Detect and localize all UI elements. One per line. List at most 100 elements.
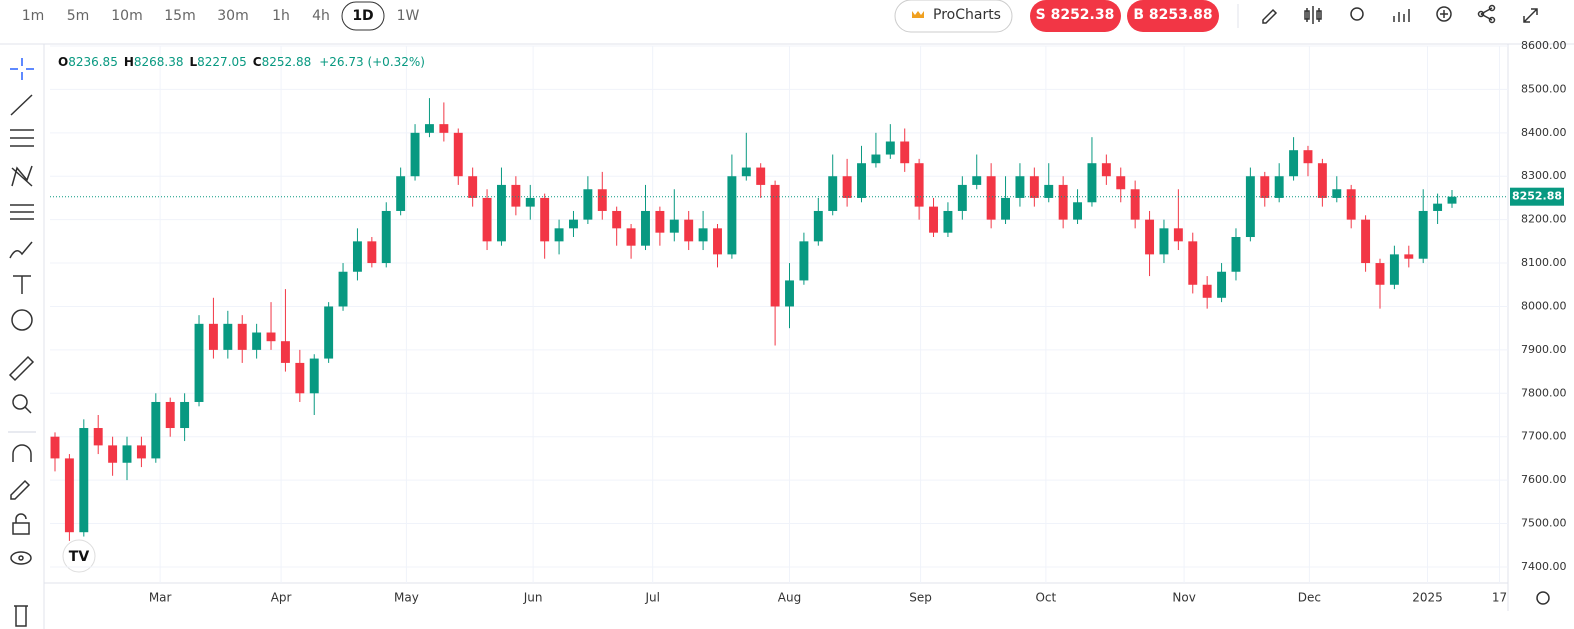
candle-body xyxy=(1274,176,1284,198)
zoom-tool[interactable] xyxy=(12,394,28,410)
ohlc-legend: O8236.85 H8268.38 L8227.05 C8252.88 +26.73 (… xyxy=(58,55,425,69)
candle-body xyxy=(194,323,204,402)
candle-body xyxy=(972,176,982,185)
expand-icon[interactable] xyxy=(1523,8,1538,23)
pattern-tool[interactable] xyxy=(11,165,33,187)
timeframe[interactable]: 1W xyxy=(397,8,420,24)
line-tool[interactable] xyxy=(10,94,33,116)
lock-draw-tool[interactable] xyxy=(10,479,31,500)
logo-text: TV xyxy=(69,549,90,565)
timeframe[interactable]: 15m xyxy=(164,8,195,24)
last-price-tag xyxy=(1510,187,1564,206)
candle-body xyxy=(237,323,247,350)
timeframe[interactable]: 1D xyxy=(352,8,373,24)
bars-icon[interactable] xyxy=(1393,9,1410,22)
candle-body xyxy=(986,176,996,220)
candle-body xyxy=(1029,176,1039,198)
candle-body xyxy=(943,210,953,233)
y-tick-label: 7900.00 xyxy=(1521,343,1567,356)
timeframe[interactable]: 30m xyxy=(217,8,248,24)
candle-body xyxy=(208,323,218,350)
emoji-tool[interactable] xyxy=(11,309,33,331)
candle-body xyxy=(439,124,449,133)
top-bar xyxy=(0,0,1574,44)
y-tick-label: 7800.00 xyxy=(1521,386,1567,399)
lock-tool[interactable] xyxy=(12,522,30,535)
y-tick-label: 8600.00 xyxy=(1521,39,1567,52)
candle-body xyxy=(727,176,737,255)
share-icon[interactable] xyxy=(1480,7,1493,21)
candle-body xyxy=(1130,189,1140,220)
candle-body xyxy=(1245,176,1255,238)
y-tick-label: 8500.00 xyxy=(1521,82,1567,95)
crosshair-tool[interactable] xyxy=(10,58,34,80)
timeframe[interactable]: 10m xyxy=(111,8,142,24)
hlines-tool[interactable] xyxy=(10,129,34,147)
candle-body xyxy=(309,358,319,394)
y-tick-label: 8000.00 xyxy=(1521,299,1567,312)
magnet-tool[interactable] xyxy=(12,444,32,462)
candle-body xyxy=(583,189,593,220)
candle-body xyxy=(1116,176,1126,190)
ruler-tool[interactable] xyxy=(8,355,35,382)
candle-body xyxy=(684,219,694,242)
pencil-icon[interactable] xyxy=(1262,8,1278,24)
legend-part: 8252.88 xyxy=(262,55,312,69)
add-icon[interactable] xyxy=(1436,6,1452,22)
candle-body xyxy=(496,184,506,242)
candle-body xyxy=(871,154,881,164)
x-tick-label: Apr xyxy=(271,591,292,605)
sell-label: S 8252.38 xyxy=(1036,7,1115,23)
timeframe[interactable]: 1m xyxy=(22,8,45,24)
buy-button[interactable] xyxy=(1127,0,1219,32)
candle-body xyxy=(1346,189,1356,220)
candle-body xyxy=(669,219,679,233)
timeframe[interactable]: 4h xyxy=(312,8,330,24)
fib-tool[interactable] xyxy=(10,204,34,220)
candle-body xyxy=(93,428,103,446)
text-tool[interactable] xyxy=(13,275,31,294)
candle-body xyxy=(1404,254,1414,259)
left-tools xyxy=(8,58,36,627)
y-tick-label: 7700.00 xyxy=(1521,430,1567,443)
grid xyxy=(50,45,1508,583)
y-tick-label: 8300.00 xyxy=(1521,169,1567,182)
candle-body xyxy=(295,362,305,394)
candle-body xyxy=(554,228,564,242)
timeframe[interactable]: 1h xyxy=(272,8,290,24)
eye-tool[interactable] xyxy=(10,551,32,565)
candle-body xyxy=(1317,163,1327,198)
candle-body xyxy=(957,184,967,211)
timeframe[interactable]: 5m xyxy=(67,8,90,24)
axis-settings-icon[interactable] xyxy=(1536,591,1550,605)
x-tick-label: Nov xyxy=(1172,591,1195,605)
candle-body xyxy=(1087,163,1097,203)
legend-part: 8227.05 xyxy=(197,55,247,69)
candle-body xyxy=(929,206,938,233)
legend-part: C xyxy=(253,55,262,69)
candle-body xyxy=(1433,203,1443,211)
candle-body xyxy=(151,401,161,459)
candle-body xyxy=(324,306,334,359)
candle-body xyxy=(1332,189,1342,198)
sell-button[interactable] xyxy=(1030,0,1121,32)
candle-body xyxy=(1044,184,1054,198)
settings-icon[interactable] xyxy=(1350,7,1364,21)
candle-body xyxy=(1231,237,1241,272)
brush-tool[interactable] xyxy=(9,241,33,259)
candle-body xyxy=(1188,241,1198,285)
legend-part: 8236.85 xyxy=(68,55,118,69)
brand-button[interactable] xyxy=(894,0,1013,33)
candles-icon[interactable] xyxy=(1304,6,1322,24)
candle-body xyxy=(64,458,74,533)
candle-body xyxy=(842,176,852,198)
candle-body xyxy=(857,163,866,198)
candle-body xyxy=(1375,263,1385,285)
candle-body xyxy=(1260,176,1270,198)
candle-body xyxy=(785,280,794,307)
candle-body xyxy=(396,176,406,211)
candle-body xyxy=(641,210,650,246)
candle-body xyxy=(799,241,809,281)
trash-tool[interactable] xyxy=(14,605,28,627)
candle-body xyxy=(223,323,233,350)
